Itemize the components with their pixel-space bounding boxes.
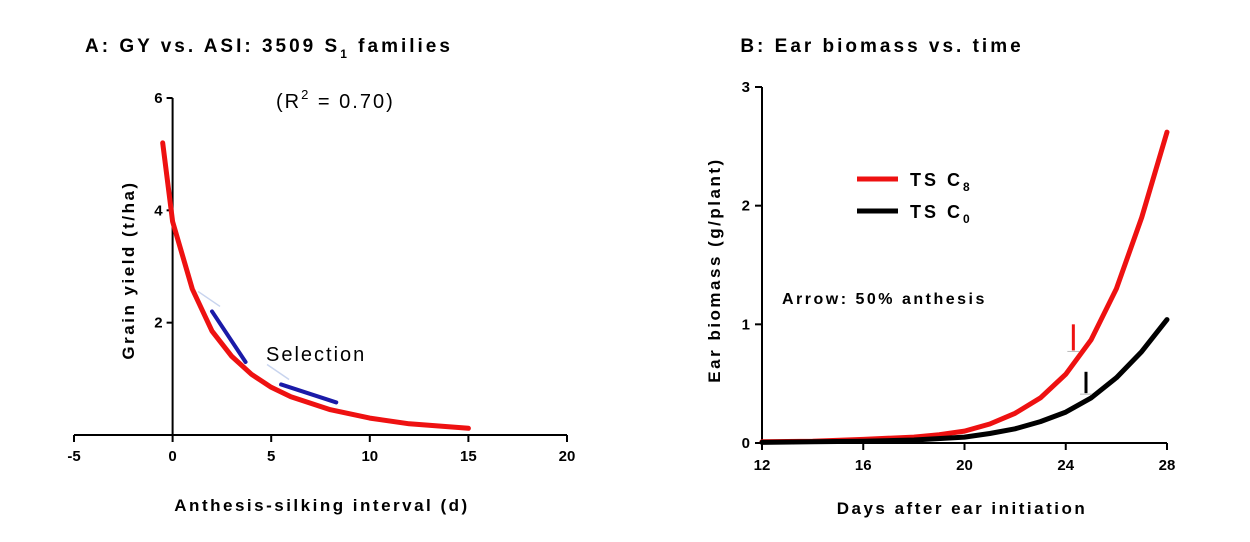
panel-a-selection-arrow [210, 309, 248, 364]
panel-b-line-ts-c8 [759, 129, 1170, 445]
panel-a-title: A: GY vs. ASI: 3509 S1 families [85, 36, 453, 61]
panel-a-x-tick-label: 15 [460, 448, 477, 465]
panel-b-y-tick-label: 3 [742, 79, 750, 96]
panel-a-selection-leader [197, 290, 221, 308]
panel-a-y-tick-label: 4 [154, 202, 163, 219]
panel-a-r2-annotation: (R2 = 0.70) [276, 87, 395, 113]
legend-label-ts-c0: TS C0 [910, 202, 973, 226]
panel-a-line-series [160, 140, 471, 431]
panel-a-x-tick-label: 0 [168, 448, 176, 465]
panel-a-y-tick-label: 6 [154, 90, 162, 107]
panel-b-line-ts-c0 [759, 317, 1170, 445]
panel-b-y-tick-label: 0 [742, 435, 750, 452]
panel-a-x-tick-label: -5 [67, 448, 80, 465]
panel-a-selection-arrow [279, 382, 339, 405]
panel-a-x-tick-label: 20 [559, 448, 576, 465]
panel-b-x-axis-label: Days after ear initiation [837, 499, 1088, 518]
panel-b-title: B: Ear biomass vs. time [740, 36, 1023, 57]
panel-b-x-tick-label: 20 [956, 457, 973, 474]
panel-a-selection-label: Selection [266, 344, 366, 366]
panel-a-x-tick-label: 10 [361, 448, 378, 465]
panel-a-selection-leader [266, 363, 290, 381]
panel-b-annotation: Arrow: 50% anthesis [782, 291, 987, 308]
legend-label-ts-c8: TS C8 [910, 170, 973, 194]
panel-b-x-tick-label: 24 [1057, 457, 1074, 474]
panel-b-y-tick-label: 2 [742, 198, 750, 215]
panel-a-x-axis-label: Anthesis-silking interval (d) [174, 496, 469, 515]
panel-b-x-tick-label: 28 [1159, 457, 1176, 474]
panel-b-x-tick-label: 12 [754, 457, 771, 474]
panel-a-y-tick-label: 2 [154, 315, 162, 332]
panel-b-y-tick-label: 1 [742, 316, 750, 333]
panel-a-y-axis-label: Grain yield (t/ha) [119, 180, 138, 359]
panel-a-x-tick-label: 5 [267, 448, 275, 465]
panel-b-y-axis-label: Ear biomass (g/plant) [705, 157, 724, 382]
panel-b-x-tick-label: 16 [855, 457, 872, 474]
